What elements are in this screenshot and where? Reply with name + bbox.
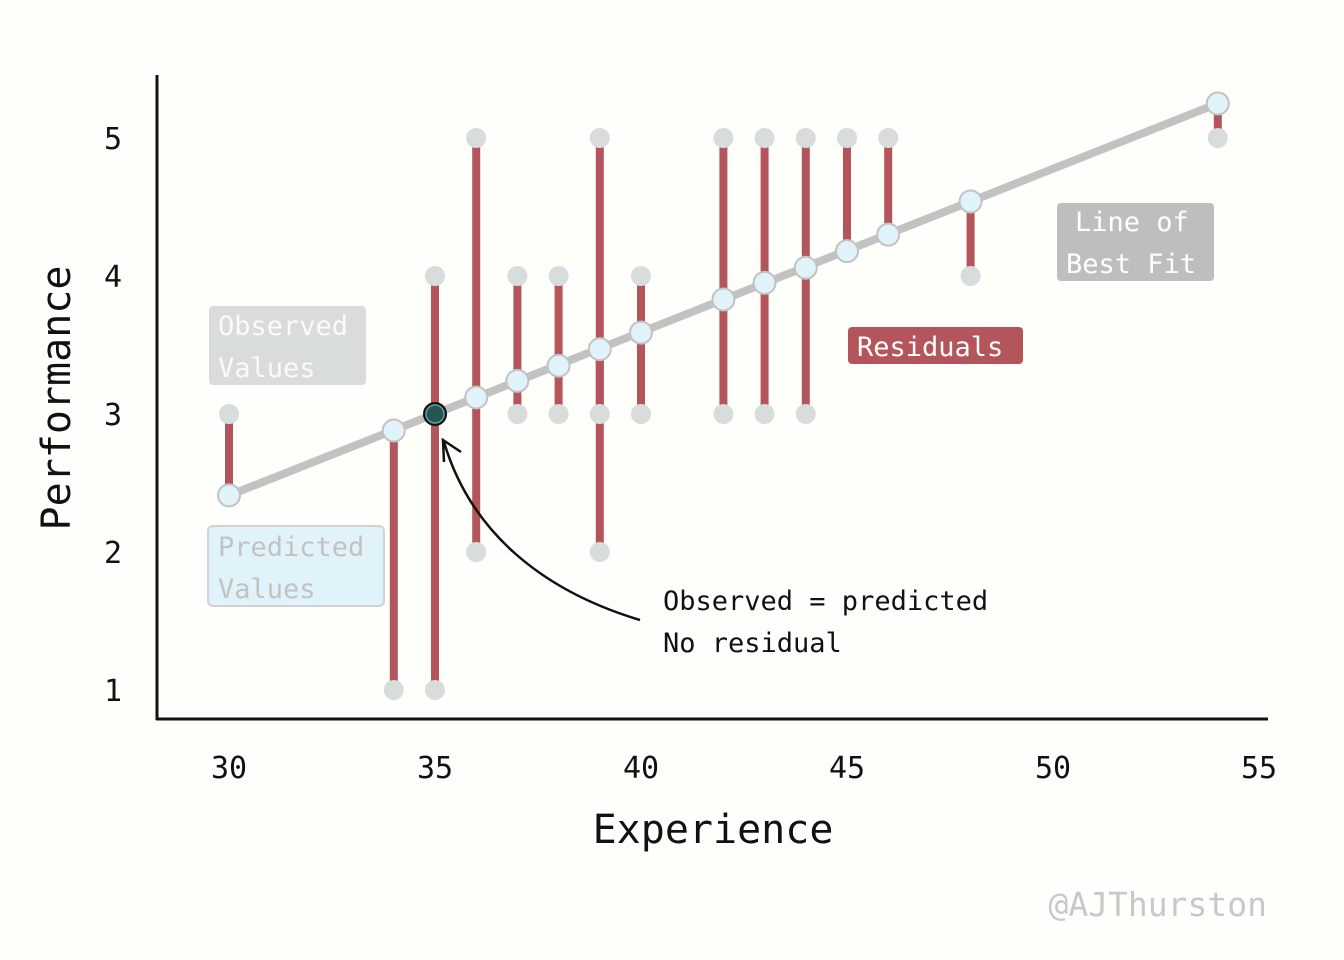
x-tick-50: 50 — [1035, 751, 1071, 786]
observed-label-line2: Values — [218, 353, 316, 384]
predicted-point-1 — [381, 418, 406, 443]
observed-point-14 — [631, 266, 651, 286]
x-axis-title: Experience — [593, 807, 834, 853]
predicted-points — [217, 91, 1230, 508]
residuals-label-text: Residuals — [857, 332, 1003, 363]
annotation-line1: Observed = predicted — [663, 586, 988, 617]
observed-point-19 — [754, 404, 775, 424]
predicted-point-6 — [587, 337, 612, 362]
observed-point-10 — [548, 404, 569, 424]
predicted-point-7 — [629, 320, 653, 345]
watermark: @AJThurston — [1048, 885, 1267, 924]
predicted-values-label: Predicted Values — [207, 525, 385, 607]
observed-point-4 — [425, 266, 445, 286]
observed-point-25 — [1207, 128, 1228, 148]
predicted-point-14 — [1205, 91, 1230, 116]
predicted-point-5 — [546, 353, 571, 378]
x-tick-labels: 30 35 40 45 50 55 — [211, 751, 1277, 786]
observed-point-12 — [589, 404, 610, 424]
observed-point-7 — [507, 266, 528, 286]
observed-point-20 — [795, 128, 816, 148]
observed-point-23 — [878, 128, 899, 148]
highlight-point — [423, 402, 447, 426]
observed-point-9 — [548, 266, 569, 286]
predicted-label-line2: Values — [218, 574, 316, 605]
y-tick-2: 2 — [104, 536, 122, 571]
predicted-point-8 — [711, 287, 736, 312]
y-tick-1: 1 — [104, 674, 122, 709]
observed-point-13 — [589, 542, 610, 562]
predicted-point-9 — [752, 270, 777, 295]
x-tick-40: 40 — [623, 751, 659, 786]
predicted-point-10 — [793, 255, 818, 280]
annotation-arrow — [442, 441, 641, 622]
observed-point-1 — [383, 680, 404, 700]
observed-point-18 — [754, 128, 775, 148]
predicted-point-11 — [835, 239, 859, 264]
observed-point-11 — [589, 128, 610, 148]
observed-values-label: Observed Values — [209, 306, 366, 385]
observed-point-6 — [466, 542, 487, 562]
observed-point-5 — [466, 128, 487, 148]
observed-point-17 — [713, 404, 734, 424]
predicted-point-0 — [217, 483, 241, 508]
y-tick-3: 3 — [104, 398, 122, 433]
predicted-label-line1: Predicted — [218, 532, 364, 563]
arrow-head-icon — [441, 437, 462, 463]
y-tick-5: 5 — [104, 122, 122, 157]
observed-points — [219, 128, 1228, 700]
predicted-point-13 — [958, 189, 983, 214]
x-tick-55: 55 — [1241, 751, 1277, 786]
observed-point-15 — [631, 404, 651, 424]
observed-point-24 — [960, 266, 981, 286]
fit-label-line1: Line of — [1075, 207, 1189, 238]
predicted-point-4 — [505, 368, 530, 393]
observed-point-21 — [795, 404, 816, 424]
observed-point-0 — [219, 404, 239, 424]
fit-label-line2: Best Fit — [1066, 249, 1196, 280]
observed-point-22 — [837, 128, 857, 148]
predicted-point-3 — [464, 385, 489, 410]
highlight-point-ring — [425, 404, 445, 424]
observed-point-2 — [425, 680, 445, 700]
observed-label-line1: Observed — [218, 311, 348, 342]
x-tick-35: 35 — [417, 751, 453, 786]
y-axis-title: Performance — [34, 266, 80, 531]
y-tick-4: 4 — [104, 260, 122, 295]
observed-point-16 — [713, 128, 734, 148]
annotation-line2: No residual — [663, 628, 842, 659]
line-of-best-fit-label: Line of Best Fit — [1057, 203, 1214, 281]
observed-point-8 — [507, 404, 528, 424]
predicted-point-12 — [876, 222, 901, 247]
x-tick-30: 30 — [211, 751, 247, 786]
residuals-label: Residuals — [848, 327, 1023, 364]
x-tick-45: 45 — [829, 751, 865, 786]
y-tick-labels: 1 2 3 4 5 — [104, 122, 122, 709]
